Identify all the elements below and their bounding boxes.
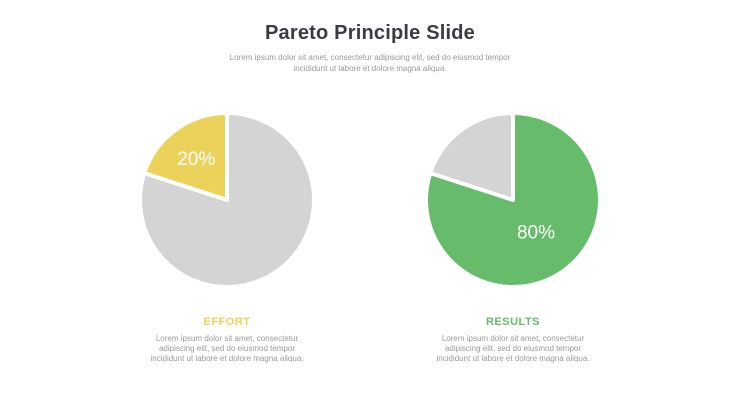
results-pie-chart: 80% [418,105,608,295]
slide-title: Pareto Principle Slide [264,22,476,44]
effort-percent-label: 20% [177,149,215,170]
effort-caption-body: Lorem ipsum dolor sit amet, consectetur … [150,334,304,363]
effort-caption-title: EFFORT [203,316,251,328]
results-caption-title: RESULTS [485,316,541,328]
results-slice-1 [424,111,602,289]
results-pie-svg: 80% [424,111,602,289]
slide-subtitle: Lorem ipsum dolor sit amet, consectetur … [229,53,511,73]
effort-pie-svg: 20% [138,111,316,289]
results-caption: RESULTS Lorem ipsum dolor sit amet, cons… [433,316,593,364]
effort-pie-chart: 20% [132,105,322,295]
effort-slice-1 [138,111,316,289]
results-percent-label: 80% [517,223,555,244]
effort-caption: EFFORT Lorem ipsum dolor sit amet, conse… [147,316,307,364]
results-caption-body: Lorem ipsum dolor sit amet, consectetur … [436,334,590,363]
